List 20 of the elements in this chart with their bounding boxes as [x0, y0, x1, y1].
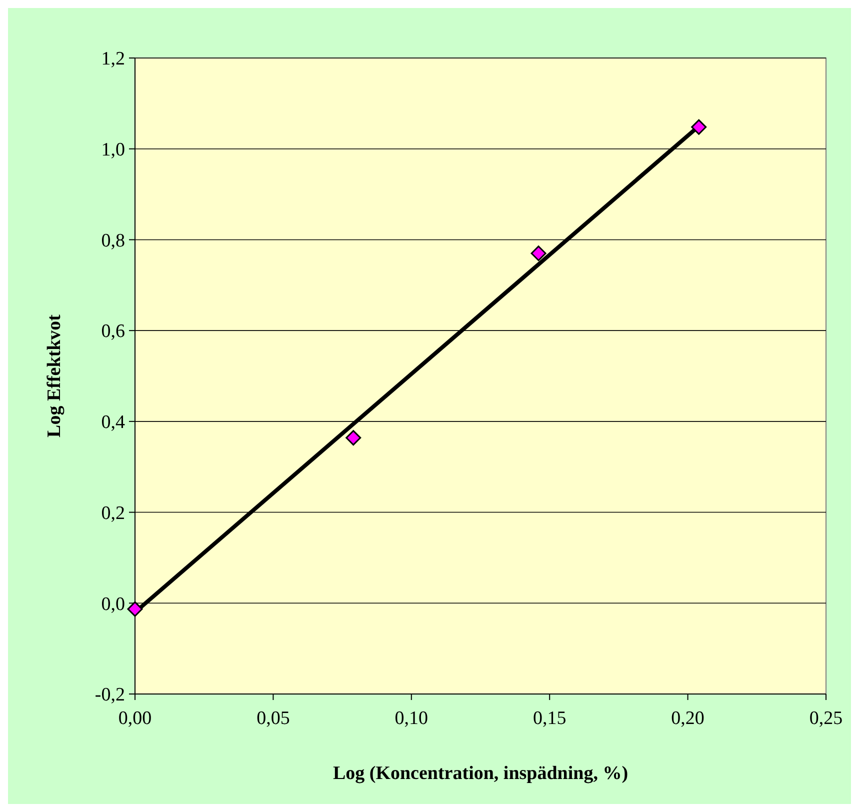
- y-tick-label: 0,0: [101, 594, 125, 615]
- x-tick-label: 0,10: [394, 708, 428, 729]
- y-tick-label: 0,2: [101, 502, 125, 524]
- y-tick-label: -0,2: [94, 684, 125, 706]
- point: [346, 430, 362, 446]
- point: [530, 246, 546, 262]
- y-tick-label: 0,4: [101, 412, 126, 434]
- y-axis-title: Log Effektkvot: [44, 314, 65, 438]
- point: [127, 601, 143, 617]
- y-tick-label: 1,0: [101, 140, 125, 161]
- point: [691, 119, 707, 135]
- y-tick-label: 0,6: [101, 321, 125, 342]
- x-tick-label: 0,20: [671, 708, 704, 729]
- y-tick-label: 1,2: [101, 48, 125, 70]
- y-tick-label: 0,8: [101, 230, 125, 252]
- x-tick-label: 0,15: [532, 708, 566, 729]
- x-axis-title: Log (Koncentration, inspädning, %): [332, 763, 628, 784]
- x-tick-label: 0,05: [256, 708, 290, 729]
- x-tick-label: 0,00: [118, 708, 152, 729]
- x-tick-label: 0,25: [809, 708, 843, 729]
